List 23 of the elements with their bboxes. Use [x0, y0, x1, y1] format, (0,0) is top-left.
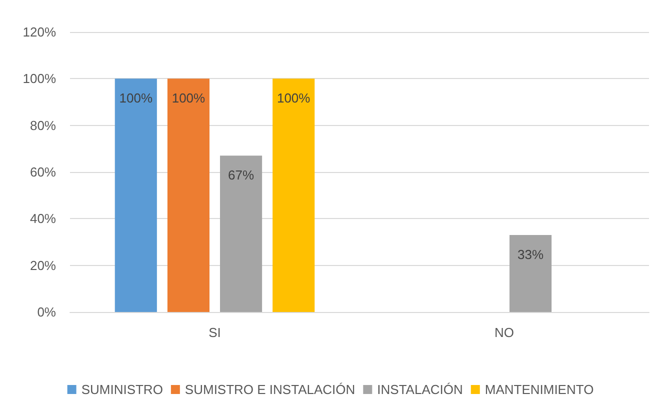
bar [220, 156, 262, 312]
y-tick-label: 80% [30, 118, 56, 133]
bar [114, 78, 157, 312]
y-tick-label: 60% [30, 164, 56, 180]
bar [272, 78, 315, 312]
bar [510, 235, 552, 312]
y-tick-label: 40% [30, 211, 56, 226]
bar [167, 78, 210, 312]
y-tick-label: 100% [22, 71, 56, 86]
data-label: 100% [119, 90, 153, 106]
y-tick-label: 20% [30, 258, 56, 273]
legend-label: MANTENIMIENTO [484, 382, 594, 397]
legend-label: SUMISTRO E INSTALACIÓN [184, 382, 356, 397]
data-label: 100% [276, 90, 311, 106]
x-tick-label: SI [208, 325, 221, 340]
legend-label: INSTALACIÓN [377, 382, 463, 397]
y-tick-label: 0% [37, 304, 56, 320]
data-label: 100% [172, 90, 206, 106]
data-label: 67% [228, 168, 254, 183]
legend-label: SUMINISTRO [81, 382, 163, 397]
data-label: 33% [518, 247, 544, 262]
y-tick-label: 120% [22, 24, 56, 40]
x-tick-label: NO [494, 325, 514, 340]
